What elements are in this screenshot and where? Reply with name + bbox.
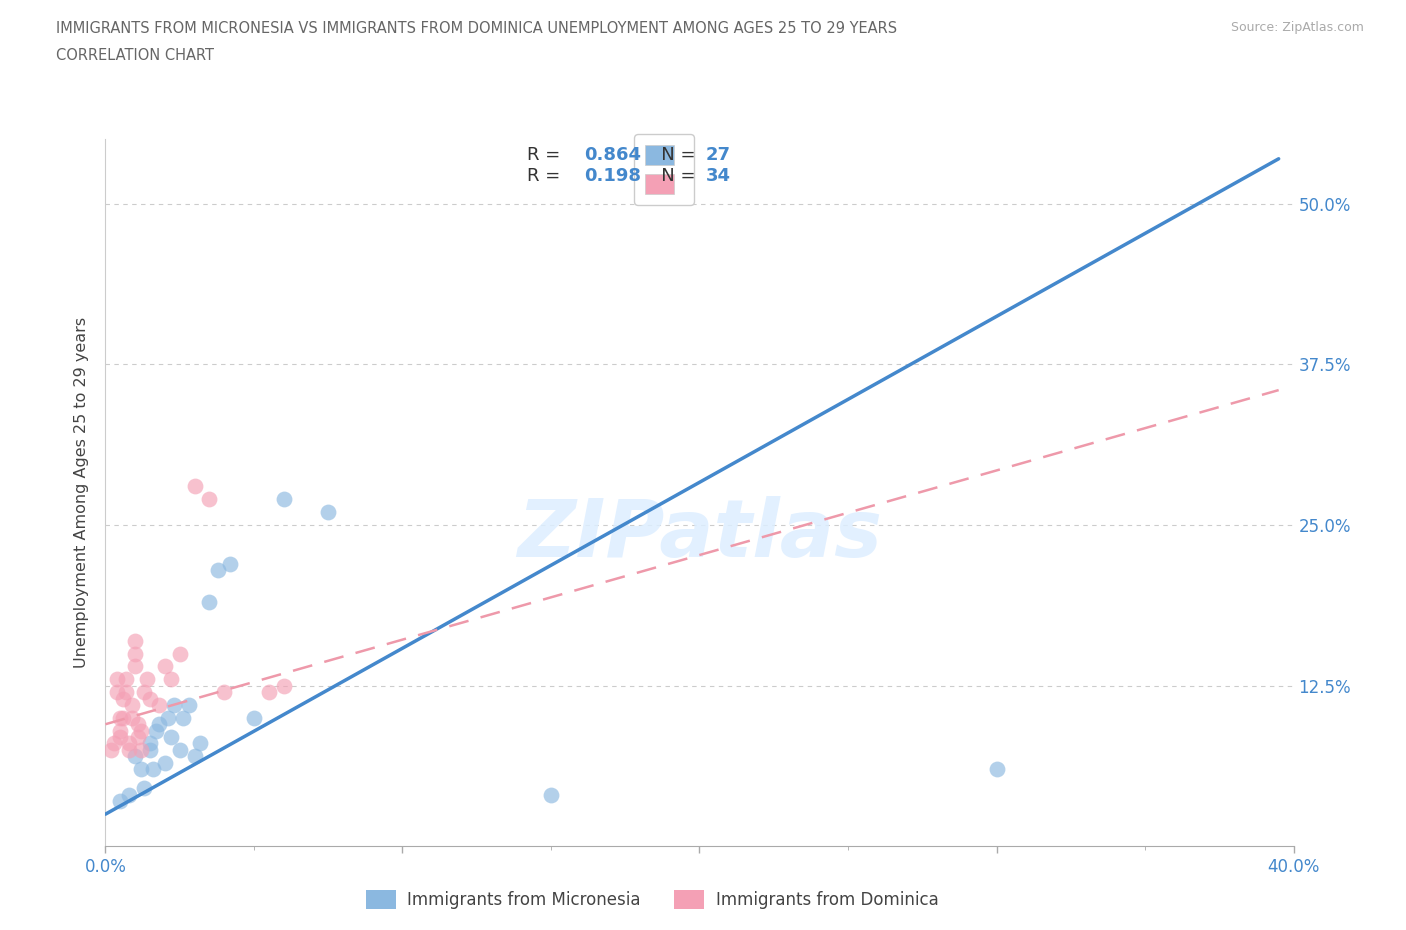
Text: Source: ZipAtlas.com: Source: ZipAtlas.com xyxy=(1230,21,1364,34)
Point xyxy=(153,755,176,770)
Point xyxy=(127,717,149,732)
Point xyxy=(142,762,165,777)
Point xyxy=(118,736,141,751)
Point xyxy=(148,698,170,712)
Text: IMMIGRANTS FROM MICRONESIA VS IMMIGRANTS FROM DOMINICA UNEMPLOYMENT AMONG AGES 2: IMMIGRANTS FROM MICRONESIA VS IMMIGRANTS… xyxy=(56,21,897,36)
Text: CORRELATION CHART: CORRELATION CHART xyxy=(56,48,214,63)
Point xyxy=(243,711,266,725)
Point xyxy=(124,646,146,661)
Point xyxy=(110,730,132,745)
Text: 27: 27 xyxy=(706,146,731,164)
Point xyxy=(148,717,170,732)
Point xyxy=(183,479,205,494)
Point xyxy=(100,742,122,757)
Point xyxy=(115,684,138,699)
Point xyxy=(112,691,135,706)
Text: 34: 34 xyxy=(706,167,731,185)
Point xyxy=(214,684,236,699)
Point xyxy=(115,671,138,686)
Point xyxy=(219,556,242,571)
Point xyxy=(177,698,200,712)
Point xyxy=(198,594,221,609)
Point xyxy=(129,762,152,777)
Point xyxy=(159,671,181,686)
Text: N =: N = xyxy=(644,146,702,164)
Point xyxy=(172,711,194,725)
Y-axis label: Unemployment Among Ages 25 to 29 years: Unemployment Among Ages 25 to 29 years xyxy=(75,317,90,669)
Point xyxy=(110,724,132,738)
Point xyxy=(118,742,141,757)
Point xyxy=(156,711,179,725)
Point xyxy=(169,742,191,757)
Legend: Immigrants from Micronesia, Immigrants from Dominica: Immigrants from Micronesia, Immigrants f… xyxy=(359,884,945,916)
Point xyxy=(118,788,141,803)
Point xyxy=(121,698,143,712)
Point xyxy=(110,794,132,809)
Point xyxy=(139,736,162,751)
Text: 0.864: 0.864 xyxy=(585,146,641,164)
Point xyxy=(986,762,1008,777)
Point xyxy=(136,671,159,686)
Point xyxy=(132,781,155,796)
Point xyxy=(139,691,162,706)
Point xyxy=(105,671,128,686)
Text: ZIPatlas: ZIPatlas xyxy=(517,497,882,575)
Point xyxy=(139,742,162,757)
Point xyxy=(124,659,146,674)
Point xyxy=(159,730,181,745)
Text: N =: N = xyxy=(644,167,702,185)
Point xyxy=(121,711,143,725)
Point xyxy=(169,646,191,661)
Point xyxy=(273,678,295,693)
Point xyxy=(129,724,152,738)
Point xyxy=(124,749,146,764)
Point xyxy=(153,659,176,674)
Point xyxy=(207,563,229,578)
Text: R =: R = xyxy=(527,167,567,185)
Point xyxy=(112,711,135,725)
Point xyxy=(132,684,155,699)
Point xyxy=(198,492,221,507)
Point xyxy=(105,684,128,699)
Point xyxy=(257,684,280,699)
Point xyxy=(127,730,149,745)
Text: 0.198: 0.198 xyxy=(585,167,641,185)
Text: R =: R = xyxy=(527,146,567,164)
Point xyxy=(316,505,339,520)
Point xyxy=(540,788,562,803)
Point xyxy=(190,736,212,751)
Point xyxy=(124,633,146,648)
Point xyxy=(103,736,125,751)
Point xyxy=(183,749,205,764)
Point xyxy=(163,698,186,712)
Point xyxy=(145,724,167,738)
Point xyxy=(129,742,152,757)
Point xyxy=(273,492,295,507)
Point xyxy=(110,711,132,725)
